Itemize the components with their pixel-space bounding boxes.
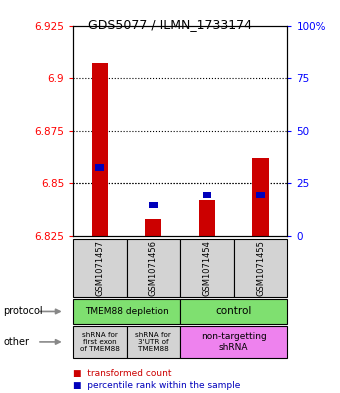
Text: TMEM88 depletion: TMEM88 depletion <box>85 307 169 316</box>
Text: GDS5077 / ILMN_1733174: GDS5077 / ILMN_1733174 <box>88 18 252 31</box>
Text: other: other <box>3 337 29 347</box>
Bar <box>149 202 158 208</box>
Bar <box>146 219 162 236</box>
Text: ■  percentile rank within the sample: ■ percentile rank within the sample <box>73 381 240 389</box>
Text: protocol: protocol <box>3 307 43 316</box>
Bar <box>199 200 215 236</box>
Bar <box>256 192 265 198</box>
Text: GSM1071456: GSM1071456 <box>149 240 158 296</box>
Text: GSM1071454: GSM1071454 <box>203 240 211 296</box>
Bar <box>92 63 108 236</box>
Text: GSM1071455: GSM1071455 <box>256 240 265 296</box>
Text: ■  transformed count: ■ transformed count <box>73 369 172 378</box>
Bar <box>96 164 104 171</box>
Text: shRNA for
3'UTR of
TMEM88: shRNA for 3'UTR of TMEM88 <box>135 332 171 352</box>
Bar <box>253 158 269 236</box>
Bar <box>203 192 211 198</box>
Text: control: control <box>216 307 252 316</box>
Text: non-targetting
shRNA: non-targetting shRNA <box>201 332 267 352</box>
Text: shRNA for
first exon
of TMEM88: shRNA for first exon of TMEM88 <box>80 332 120 352</box>
Text: GSM1071457: GSM1071457 <box>96 240 104 296</box>
